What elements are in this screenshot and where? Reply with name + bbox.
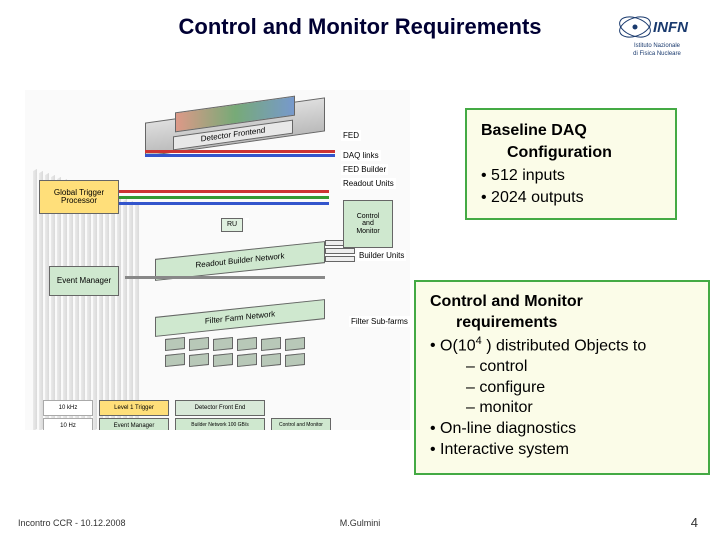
diagram-label: Filter Sub-farms [349, 316, 410, 327]
requirements-box: Control and Monitor requirements O(104 )… [414, 280, 710, 475]
box2-item: control [430, 357, 694, 378]
diagram-label: DAQ links [341, 150, 381, 161]
box1-title-l2: Configuration [507, 144, 612, 161]
infn-logo: INFN Istituto Nazionale di Fisica Nuclea… [612, 10, 702, 60]
box2-item: On-line diagnostics [430, 419, 694, 440]
box2-item: Interactive system [430, 440, 694, 461]
box2-title-l2: requirements [456, 314, 557, 331]
diagram-block: Event Manager [99, 418, 169, 430]
diagram-label: Readout Units [341, 178, 396, 189]
diagram-block: Readout Builder Network [155, 241, 325, 281]
diagram-block: 10 kHz [43, 400, 93, 416]
box2-title-l1: Control and Monitor [430, 293, 583, 310]
page-title: Control and Monitor Requirements [179, 14, 542, 39]
diagram-block: Builder Network 100 GB/s [175, 418, 265, 430]
diagram-block: Detector Front End [175, 400, 265, 416]
diagram-block: Global Trigger Processor [39, 180, 119, 214]
diagram-label [245, 218, 249, 220]
box2-item: monitor [430, 398, 694, 419]
logo-text: INFN [653, 19, 689, 36]
diagram-block: Control and Monitor [271, 418, 331, 430]
diagram-block: Filter Farm Network [155, 299, 325, 337]
baseline-config-box: Baseline DAQ Configuration 512 inputs 20… [465, 108, 677, 220]
box1-item: 512 inputs [481, 165, 661, 187]
diagram-label: FED Builder [341, 164, 388, 175]
diagram-block: Event Manager [49, 266, 119, 296]
box2-item: configure [430, 378, 694, 399]
box1-title-l1: Baseline DAQ [481, 122, 587, 139]
box1-item: 2024 outputs [481, 187, 661, 209]
daq-architecture-diagram: Detector FrontendGlobal Trigger Processo… [25, 90, 410, 430]
diagram-block: RU [221, 218, 243, 232]
footer-page-number: 4 [691, 515, 698, 530]
diagram-label: Builder Units [357, 250, 406, 261]
diagram-block: 10 Hz [43, 418, 93, 430]
diagram-label: FED [341, 130, 361, 141]
footer-left: Incontro CCR - 10.12.2008 [18, 518, 126, 528]
footer-center: M.Gulmini [340, 518, 381, 528]
box2-item: O(104 ) distributed Objects to [430, 334, 694, 357]
logo-sub2: di Fisica Nucleare [633, 51, 681, 58]
diagram-block: Level 1 Trigger [99, 400, 169, 416]
logo-sub1: Istituto Nazionale [634, 43, 680, 50]
